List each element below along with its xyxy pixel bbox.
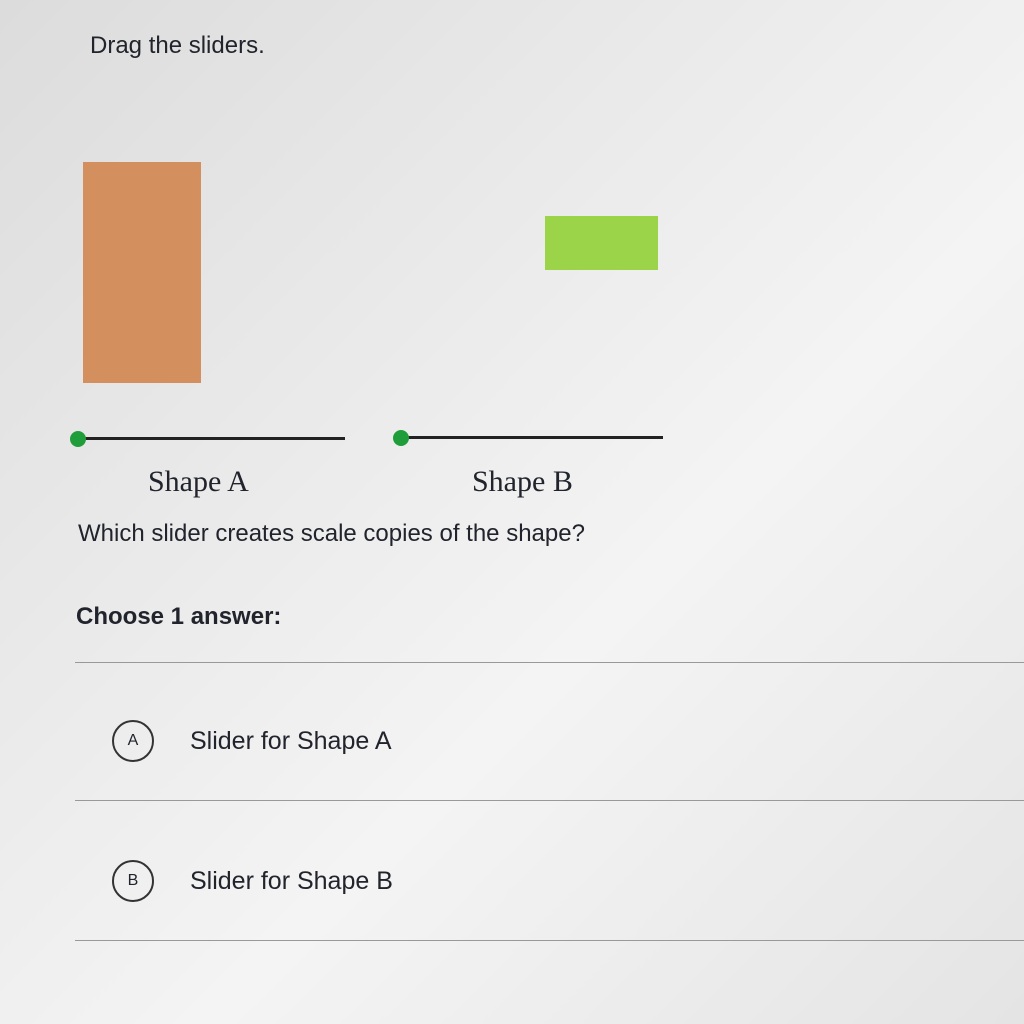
slider-b-track[interactable] <box>400 436 663 439</box>
divider <box>75 800 1024 801</box>
slider-b-handle[interactable] <box>393 430 409 446</box>
slider-a-handle[interactable] <box>70 431 86 447</box>
divider <box>75 940 1024 941</box>
option-a[interactable]: A Slider for Shape A <box>112 720 392 762</box>
choose-prompt: Choose 1 answer: <box>76 603 282 630</box>
option-b-radio[interactable]: B <box>112 860 154 902</box>
question-text: Which slider creates scale copies of the… <box>78 520 585 547</box>
shape-b-rectangle <box>545 216 658 270</box>
instruction: Drag the sliders. <box>90 32 265 59</box>
option-b[interactable]: B Slider for Shape B <box>112 860 393 902</box>
option-b-label: Slider for Shape B <box>190 866 393 895</box>
option-a-label: Slider for Shape A <box>190 726 392 755</box>
option-a-radio[interactable]: A <box>112 720 154 762</box>
shape-a-rectangle <box>83 162 201 383</box>
divider <box>75 662 1024 663</box>
shape-b-label: Shape B <box>472 465 573 498</box>
shape-a-label: Shape A <box>148 465 249 498</box>
slider-a-track[interactable] <box>78 437 345 440</box>
